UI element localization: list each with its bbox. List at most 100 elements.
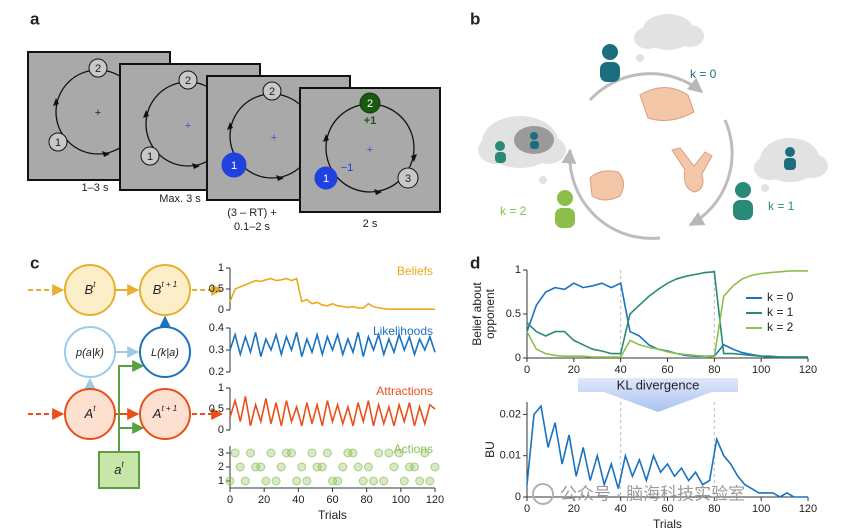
x-tick-label: 40 [292,494,304,506]
x-tick-label: 80 [361,494,373,506]
y-tick-label: 0.4 [209,322,224,334]
x-tick-label: 80 [708,364,720,376]
panel-label: b [470,9,480,28]
node-label: p(a|k) [75,347,104,359]
action-point [297,462,307,472]
x-tick-label: 0 [524,503,530,515]
action-point [374,448,384,458]
y-tick-label: 3 [218,447,224,459]
action-point [302,476,312,486]
target-label: 1 [147,151,153,163]
x-tick-label: 100 [392,494,410,506]
x-tick-label: 0 [227,494,233,506]
chart-title: Actions [394,442,433,456]
y-tick-label: 0 [218,424,224,436]
action-point [399,476,409,486]
node-base: B [153,282,162,297]
kl-label: KL divergence [617,377,700,392]
action-point [379,476,389,486]
action-point [415,476,425,486]
action-point [271,476,281,486]
action-point [394,448,404,458]
action-point [225,476,235,486]
legend-label: k = 1 [767,305,794,319]
action-point [266,448,276,458]
y-tick-label: 0 [218,304,224,316]
series-line [229,277,435,310]
action-point [348,448,358,458]
action-point [420,448,430,458]
panel-label: c [30,253,39,272]
target-label: 1 [231,160,237,172]
x-tick-label: 60 [326,494,338,506]
fixation: + [367,144,373,156]
caption: 1–3 s [82,182,109,194]
y-tick-label: 0.2 [209,366,224,378]
chart-title: Likelihoods [373,324,433,338]
chart-title: Attractions [376,384,433,398]
x-axis-label: Trials [653,517,682,528]
action-point [338,462,348,472]
series-line [229,396,436,427]
action-point [256,462,266,472]
node-label: L(k|a) [151,347,179,359]
y-tick-label: 0.01 [500,450,521,462]
panel-label: d [470,253,480,272]
x-tick-label: 120 [426,494,444,506]
series-line [229,331,436,358]
target-label: 2 [185,75,191,87]
x-tick-label: 40 [615,364,627,376]
y-tick-label: 1 [218,475,224,487]
node-base: a [114,462,121,477]
node-sup: t + 1 [161,404,177,413]
action-point [322,448,332,458]
watermark-icon [532,483,554,505]
x-tick-label: 120 [799,364,817,376]
action-point [240,476,250,486]
target-label: 2 [95,63,101,75]
x-tick-label: 100 [752,503,770,515]
model-diagram [28,264,224,489]
player-label: k = 2 [500,204,527,218]
action-point [333,476,343,486]
y-tick-label: 0.5 [209,283,224,295]
y-tick-label: 0.5 [506,308,521,320]
legend-label: k = 0 [767,290,794,304]
y-axis-label: Belief about [470,282,484,346]
y-tick-label: 1 [218,382,224,394]
action-point [358,476,368,486]
series-line [526,282,808,358]
node-base: B [85,282,94,297]
x-tick-label: 0 [524,364,530,376]
screen: 2 1 3 +1 −1 + 2 s [299,87,441,230]
target-label: 1 [323,173,329,185]
target-label: 2 [269,86,275,98]
x-tick-label: 120 [799,503,817,515]
node-sup: t [122,460,125,469]
y-tick-label: 0 [515,491,521,503]
node-label: Bt + 1 [153,280,177,297]
x-tick-label: 60 [661,364,673,376]
x-tick-label: 60 [661,503,673,515]
caption: Max. 3 s [159,193,201,205]
y-tick-label: 0.5 [209,403,224,415]
fixation: + [271,132,277,144]
caption: (3 – RT) + [227,207,277,219]
target-label: 2 [367,98,373,110]
action-point [307,448,317,458]
caption: 0.1–2 s [234,221,271,233]
x-tick-label: 20 [568,364,580,376]
action-point [235,462,245,472]
y-tick-label: 1 [218,262,224,274]
action-point [384,448,394,458]
action-point [261,476,271,486]
kl-arrow [578,378,738,412]
x-tick-label: 80 [708,503,720,515]
action-point [287,448,296,458]
node-label: At [84,404,97,421]
action-point [389,462,399,472]
x-tick-label: 40 [615,503,627,515]
action-point [276,462,286,472]
